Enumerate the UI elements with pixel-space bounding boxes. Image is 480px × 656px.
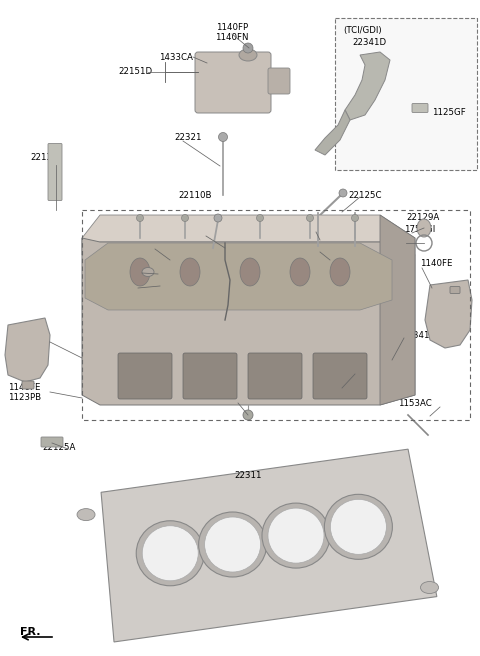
FancyBboxPatch shape	[412, 104, 428, 112]
Text: FR.: FR.	[20, 627, 40, 637]
Text: 22311: 22311	[234, 472, 262, 480]
Text: (TCI/GDI): (TCI/GDI)	[343, 26, 382, 35]
Text: 22129A: 22129A	[406, 213, 439, 222]
Text: 1140FE: 1140FE	[8, 384, 40, 392]
Text: 1123PB: 1123PB	[8, 394, 41, 403]
Ellipse shape	[204, 517, 261, 572]
Bar	[82, 210, 470, 420]
Polygon shape	[345, 52, 390, 120]
FancyBboxPatch shape	[183, 353, 237, 399]
Ellipse shape	[268, 508, 324, 563]
Circle shape	[136, 215, 144, 222]
Text: 1571RC: 1571RC	[224, 247, 258, 256]
Ellipse shape	[239, 49, 257, 61]
Ellipse shape	[136, 521, 204, 586]
Ellipse shape	[180, 258, 200, 286]
Circle shape	[243, 410, 253, 420]
Ellipse shape	[262, 503, 330, 568]
Text: 22151D: 22151D	[118, 68, 152, 77]
Ellipse shape	[330, 258, 350, 286]
Text: 1140EU: 1140EU	[316, 224, 350, 232]
Text: 22129: 22129	[108, 266, 135, 276]
Circle shape	[351, 215, 359, 222]
Bar	[335, 18, 477, 170]
Ellipse shape	[142, 525, 198, 581]
Polygon shape	[380, 215, 415, 405]
Ellipse shape	[142, 268, 154, 276]
Circle shape	[214, 214, 222, 222]
Text: 1433CA: 1433CA	[159, 52, 193, 62]
Circle shape	[218, 133, 228, 142]
Text: 1153AC: 1153AC	[398, 400, 432, 409]
Text: 22114A: 22114A	[192, 226, 226, 236]
Ellipse shape	[240, 258, 260, 286]
Text: 1140FN: 1140FN	[215, 33, 249, 43]
FancyBboxPatch shape	[118, 353, 172, 399]
Text: 22135: 22135	[30, 154, 58, 163]
Text: 22341C: 22341C	[6, 333, 39, 342]
Text: 1125GF: 1125GF	[432, 108, 466, 117]
Polygon shape	[425, 280, 472, 348]
Circle shape	[256, 215, 264, 222]
Text: 1140FH: 1140FH	[115, 243, 148, 253]
Ellipse shape	[324, 495, 392, 560]
Text: 22125C: 22125C	[348, 190, 382, 199]
Polygon shape	[5, 318, 50, 382]
Ellipse shape	[199, 512, 266, 577]
FancyBboxPatch shape	[48, 144, 62, 201]
Text: 1140FE: 1140FE	[420, 260, 453, 268]
Polygon shape	[101, 449, 437, 642]
Polygon shape	[315, 110, 350, 155]
FancyBboxPatch shape	[195, 52, 271, 113]
Polygon shape	[82, 238, 415, 405]
FancyBboxPatch shape	[248, 353, 302, 399]
FancyBboxPatch shape	[268, 68, 290, 94]
Circle shape	[339, 189, 347, 197]
Text: 1140FX: 1140FX	[318, 245, 351, 253]
Polygon shape	[82, 215, 415, 255]
Ellipse shape	[77, 508, 95, 521]
Ellipse shape	[420, 581, 439, 594]
FancyBboxPatch shape	[22, 381, 34, 389]
Text: 22341D: 22341D	[402, 331, 436, 340]
Text: 22341D: 22341D	[352, 38, 386, 47]
Text: 22110B: 22110B	[178, 192, 212, 201]
FancyBboxPatch shape	[41, 437, 63, 447]
Polygon shape	[85, 243, 392, 310]
Circle shape	[243, 43, 253, 53]
Circle shape	[307, 215, 313, 222]
Circle shape	[181, 215, 189, 222]
Ellipse shape	[130, 258, 150, 286]
Text: 22321: 22321	[174, 134, 202, 142]
Text: 1751GI: 1751GI	[404, 224, 435, 234]
Text: 1140FP: 1140FP	[216, 24, 248, 33]
Text: 1601DG: 1601DG	[96, 283, 132, 291]
Text: 22125A: 22125A	[42, 443, 75, 453]
FancyBboxPatch shape	[313, 353, 367, 399]
Text: 1433CA: 1433CA	[195, 396, 229, 405]
Ellipse shape	[417, 219, 431, 237]
FancyBboxPatch shape	[450, 287, 460, 293]
Text: 1573GE: 1573GE	[312, 365, 346, 375]
Ellipse shape	[330, 499, 386, 554]
Ellipse shape	[290, 258, 310, 286]
